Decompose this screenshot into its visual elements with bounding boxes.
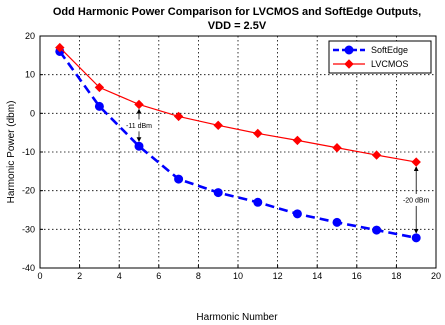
x-tick-label: 10 bbox=[233, 271, 243, 281]
legend-label: LVCMOS bbox=[371, 59, 408, 69]
x-tick-label: 8 bbox=[196, 271, 201, 281]
x-tick-label: 6 bbox=[156, 271, 161, 281]
data-point-circle bbox=[373, 226, 381, 234]
annotation-label: -11 dBm bbox=[126, 123, 152, 130]
x-tick-label: 14 bbox=[312, 271, 322, 281]
x-tick-label: 12 bbox=[273, 271, 283, 281]
y-axis-label: Harmonic Power (dbm) bbox=[6, 101, 17, 204]
y-tick-label: -20 bbox=[22, 186, 35, 196]
x-tick-label: 18 bbox=[391, 271, 401, 281]
x-tick-label: 2 bbox=[77, 271, 82, 281]
data-point-circle bbox=[135, 142, 143, 150]
chart-title-line-2: VDD = 2.5V bbox=[208, 20, 267, 32]
y-tick-label: -40 bbox=[22, 263, 35, 273]
x-tick-label: 0 bbox=[37, 271, 42, 281]
y-tick-label: 0 bbox=[30, 108, 35, 118]
x-tick-label: 20 bbox=[431, 271, 441, 281]
data-point-circle bbox=[254, 198, 262, 206]
y-tick-label: 20 bbox=[25, 31, 35, 41]
chart-title-line-1: Odd Harmonic Power Comparison for LVCMOS… bbox=[53, 6, 421, 18]
x-tick-label: 4 bbox=[117, 271, 122, 281]
data-point-circle bbox=[412, 234, 420, 242]
y-tick-label: -30 bbox=[22, 224, 35, 234]
x-tick-label: 16 bbox=[352, 271, 362, 281]
data-point-circle bbox=[293, 210, 301, 218]
legend-label: SoftEdge bbox=[371, 45, 408, 55]
data-point-circle bbox=[95, 102, 103, 110]
data-point-circle bbox=[333, 218, 341, 226]
annotation-label: -20 dBm bbox=[403, 197, 430, 204]
data-point-circle bbox=[214, 189, 222, 197]
legend: SoftEdge LVCMOS bbox=[329, 41, 431, 73]
data-point-circle bbox=[175, 175, 183, 183]
x-axis-label: Harmonic Number bbox=[196, 312, 278, 323]
y-tick-label: -10 bbox=[22, 147, 35, 157]
data-point-circle bbox=[345, 46, 353, 54]
y-tick-label: 10 bbox=[25, 70, 35, 80]
